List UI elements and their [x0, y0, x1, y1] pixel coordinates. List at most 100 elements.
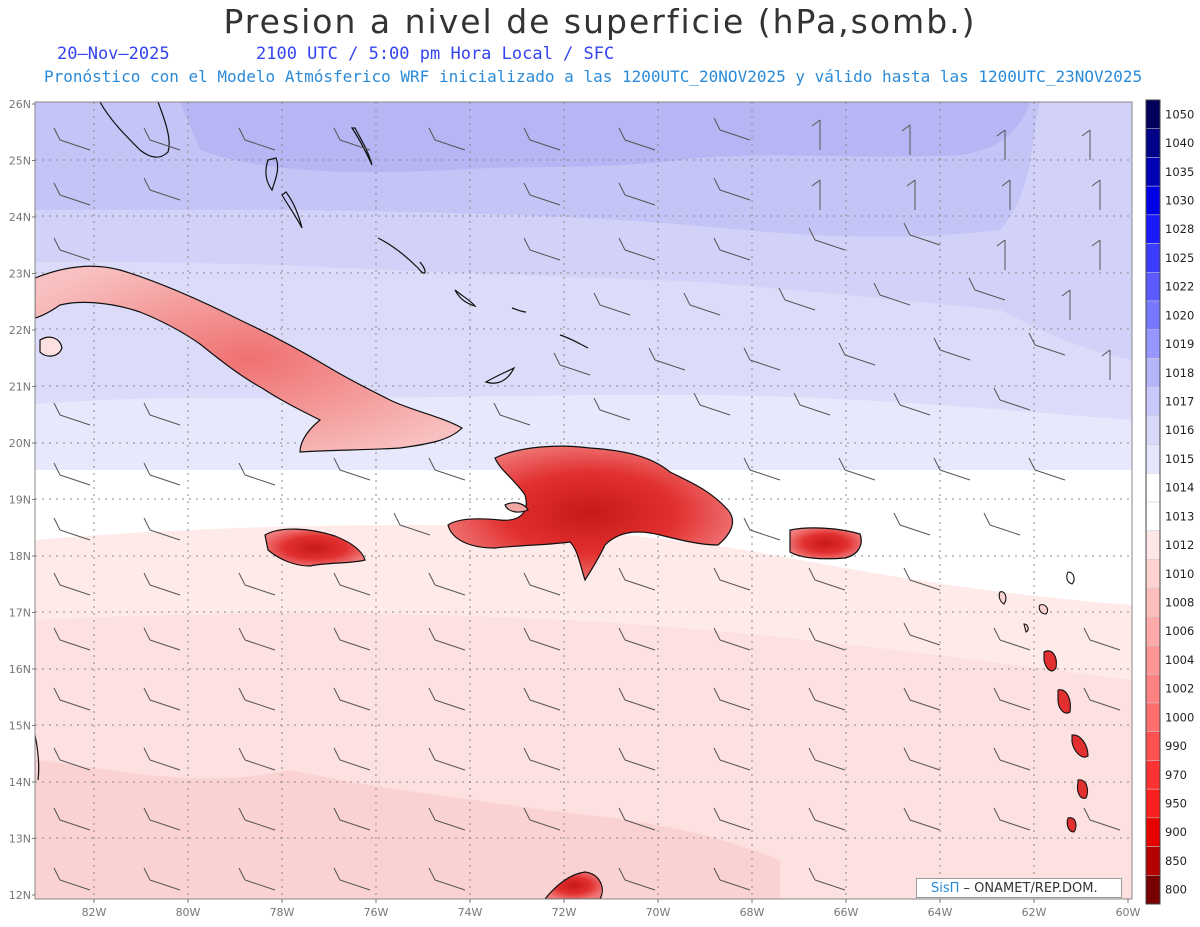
colorbar-label: 1013	[1165, 509, 1194, 523]
lon-label: 78W	[270, 906, 295, 919]
colorbar-label: 1017	[1165, 395, 1194, 409]
colorbar-label: 1012	[1165, 538, 1194, 552]
colorbar-label: 1008	[1165, 596, 1194, 610]
colorbar-label: 1020	[1165, 308, 1194, 322]
credit-brand: SisΠ	[931, 881, 960, 896]
colorbar-label: 990	[1165, 739, 1187, 753]
colorbar-swatch	[1145, 846, 1161, 876]
band-1019	[180, 102, 1030, 173]
puerto-rico	[789, 527, 862, 560]
colorbar-label: 850	[1165, 854, 1187, 868]
colorbar-swatch	[1145, 386, 1161, 417]
jamaica	[264, 528, 366, 567]
lat-label: 16N	[9, 663, 31, 676]
credit-box: SisΠ – ONAMET/REP.DOM.	[916, 878, 1122, 898]
lat-label: 25N	[9, 155, 31, 168]
valid-time: 2100 UTC / 5:00 pm Hora Local / SFC	[256, 44, 615, 64]
colorbar-swatch	[1145, 788, 1161, 819]
band-1010	[35, 760, 780, 899]
colorbar-swatch	[1145, 760, 1161, 790]
colorbar-swatch	[1145, 875, 1161, 905]
lon-label: 82W	[82, 906, 107, 919]
latitude-labels: 26N 25N 24N 23N 22N 21N 20N 19N 18N 17N 16N 15N 14N 1…	[9, 98, 35, 902]
colorbar-label: 1050	[1165, 107, 1194, 121]
colorbar-label: 1015	[1165, 452, 1194, 466]
colorbar-swatch	[1145, 214, 1161, 244]
colorbar-swatch	[1145, 358, 1161, 388]
colorbar-label: 970	[1165, 768, 1187, 782]
isla-juventud	[39, 336, 63, 357]
colorbar: 1050 1040 1035 1030 1028 1025 1022 1020 1019 1018…	[1145, 99, 1194, 905]
lon-label: 62W	[1022, 906, 1047, 919]
cuba	[35, 265, 463, 453]
colorbar-label: 1030	[1165, 194, 1194, 208]
colorbar-label: 800	[1165, 883, 1187, 897]
lon-label: 76W	[364, 906, 389, 919]
lat-label: 18N	[9, 550, 31, 563]
colorbar-label: 1022	[1165, 280, 1194, 294]
colorbar-label: 1040	[1165, 136, 1194, 150]
colorbar-swatch	[1145, 444, 1161, 474]
lat-label: 14N	[9, 776, 31, 789]
colorbar-label: 1006	[1165, 624, 1194, 638]
colorbar-label: 1002	[1165, 682, 1194, 696]
colorbar-swatch	[1145, 559, 1161, 589]
colorbar-frame	[1145, 99, 1161, 905]
lat-label: 22N	[9, 324, 31, 337]
lon-label: 66W	[834, 906, 859, 919]
colorbar-label: 1025	[1165, 251, 1194, 265]
colorbar-swatch	[1145, 501, 1161, 531]
colorbar-swatch	[1145, 731, 1161, 761]
colorbar-swatch	[1145, 530, 1161, 560]
colorbar-label: 1019	[1165, 337, 1194, 351]
lat-label: 12N	[9, 889, 31, 902]
colorbar-swatch	[1145, 128, 1161, 158]
colorbar-swatch	[1145, 300, 1161, 330]
colorbar-swatch	[1145, 674, 1161, 704]
colorbar-label: 900	[1165, 825, 1187, 839]
model-subtitle: Pronóstico con el Modelo Atmósferico WRF…	[44, 67, 1143, 86]
colorbar-swatch	[1145, 616, 1161, 646]
colorbar-swatch	[1145, 587, 1161, 618]
colorbar-swatch	[1145, 702, 1161, 732]
colorbar-label: 1010	[1165, 567, 1194, 581]
lat-label: 21N	[9, 381, 31, 394]
colorbar-swatch	[1145, 185, 1161, 216]
colorbar-swatch	[1145, 329, 1161, 359]
colorbar-label: 1035	[1165, 165, 1194, 179]
colorbar-swatch	[1145, 99, 1161, 129]
lesser-antilles	[998, 571, 1089, 833]
colorbar-label: 950	[1165, 797, 1187, 811]
map-field	[35, 102, 1132, 899]
forecast-date: 20–Nov–2025	[57, 44, 170, 64]
colorbar-label: 1028	[1165, 222, 1194, 236]
colorbar-swatch	[1145, 473, 1161, 503]
lon-label: 68W	[740, 906, 765, 919]
lon-label: 80W	[176, 906, 201, 919]
colorbar-label: 1004	[1165, 653, 1194, 667]
colorbar-label: 1000	[1165, 710, 1194, 724]
map-title: Presion a nivel de superficie (hPa,somb.…	[223, 2, 977, 41]
lat-label: 13N	[9, 833, 31, 846]
gonave	[504, 502, 529, 513]
colorbar-swatch	[1145, 243, 1161, 273]
colorbar-swatch	[1145, 415, 1161, 445]
colombia-coast	[544, 871, 603, 899]
wind-barbs	[53, 117, 1121, 891]
longitude-labels: 82W 80W 78W 76W 74W 72W 70W 68W 66W 64W 62W 60W	[82, 899, 1141, 919]
colorbar-label: 1016	[1165, 423, 1194, 437]
lon-label: 72W	[552, 906, 577, 919]
lat-label: 17N	[9, 607, 31, 620]
lat-label: 20N	[9, 437, 31, 450]
lat-label: 24N	[9, 211, 31, 224]
lat-label: 15N	[9, 720, 31, 733]
map-frame	[34, 101, 1133, 900]
credit-text: – ONAMET/REP.DOM.	[959, 881, 1098, 896]
colorbar-swatch	[1145, 157, 1161, 187]
colorbar-swatch	[1145, 272, 1161, 302]
colorbar-label: 1014	[1165, 481, 1194, 495]
lat-label: 23N	[9, 268, 31, 281]
lon-label: 70W	[646, 906, 671, 919]
hispaniola	[447, 445, 733, 582]
